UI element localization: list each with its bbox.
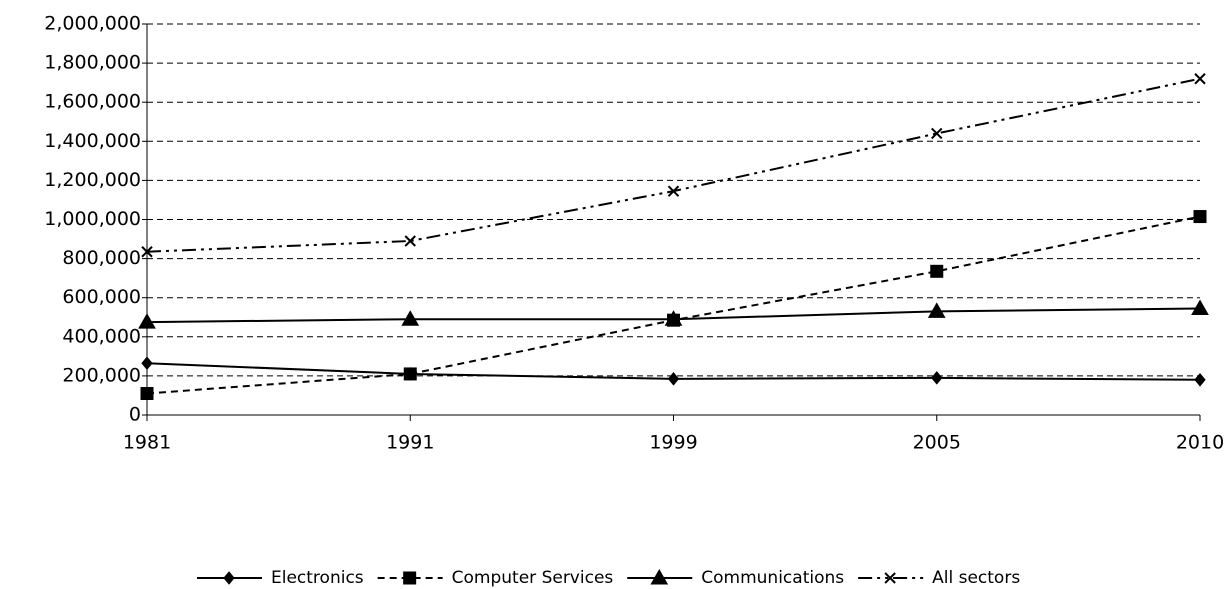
- legend-marker: [884, 572, 896, 584]
- y-tick-label: 800,000: [62, 247, 141, 269]
- x-tick-label: 1999: [649, 432, 697, 454]
- y-tick-label: 1,800,000: [44, 52, 141, 74]
- legend-marker: [403, 571, 417, 585]
- legend-marker: [650, 568, 669, 585]
- series-line: [146, 77, 1201, 253]
- y-tick-label: 600,000: [62, 286, 141, 308]
- point-marker: [401, 310, 420, 326]
- point-marker: [1194, 373, 1206, 387]
- y-tick-label: 0: [129, 404, 141, 426]
- legend-label: Communications: [701, 568, 844, 588]
- legend-label: Electronics: [271, 568, 364, 588]
- point-marker: [664, 310, 683, 326]
- y-tick-label: 200,000: [62, 364, 141, 386]
- point-marker: [1194, 73, 1206, 85]
- y-tick-label: 2,000,000: [44, 13, 141, 35]
- series-line: [146, 215, 1201, 395]
- y-tick-label: 1,200,000: [44, 169, 141, 191]
- y-tick-label: 1,600,000: [44, 91, 141, 113]
- point-marker: [1191, 299, 1209, 315]
- point-marker: [931, 127, 943, 140]
- x-tick-label: 2005: [913, 432, 961, 454]
- point-marker: [404, 235, 416, 247]
- legend-label: Computer Services: [452, 568, 614, 588]
- point-marker: [403, 367, 417, 381]
- point-marker: [141, 356, 153, 370]
- point-marker: [138, 313, 156, 329]
- point-marker: [1193, 210, 1207, 224]
- point-marker: [930, 264, 944, 278]
- y-tick-label: 1,400,000: [44, 130, 141, 152]
- x-tick-label: 1981: [123, 432, 171, 454]
- point-marker: [667, 372, 680, 386]
- point-marker: [667, 185, 680, 197]
- point-marker: [141, 246, 153, 258]
- point-marker: [140, 386, 154, 400]
- y-tick-label: 400,000: [62, 325, 141, 347]
- point-marker: [931, 371, 943, 385]
- x-tick-label: 1991: [386, 432, 434, 454]
- legend-label: All sectors: [932, 568, 1020, 588]
- x-tick-label: 2010: [1176, 432, 1224, 454]
- point-marker: [927, 302, 946, 318]
- y-tick-label: 1,000,000: [44, 208, 141, 230]
- legend-marker: [223, 571, 235, 585]
